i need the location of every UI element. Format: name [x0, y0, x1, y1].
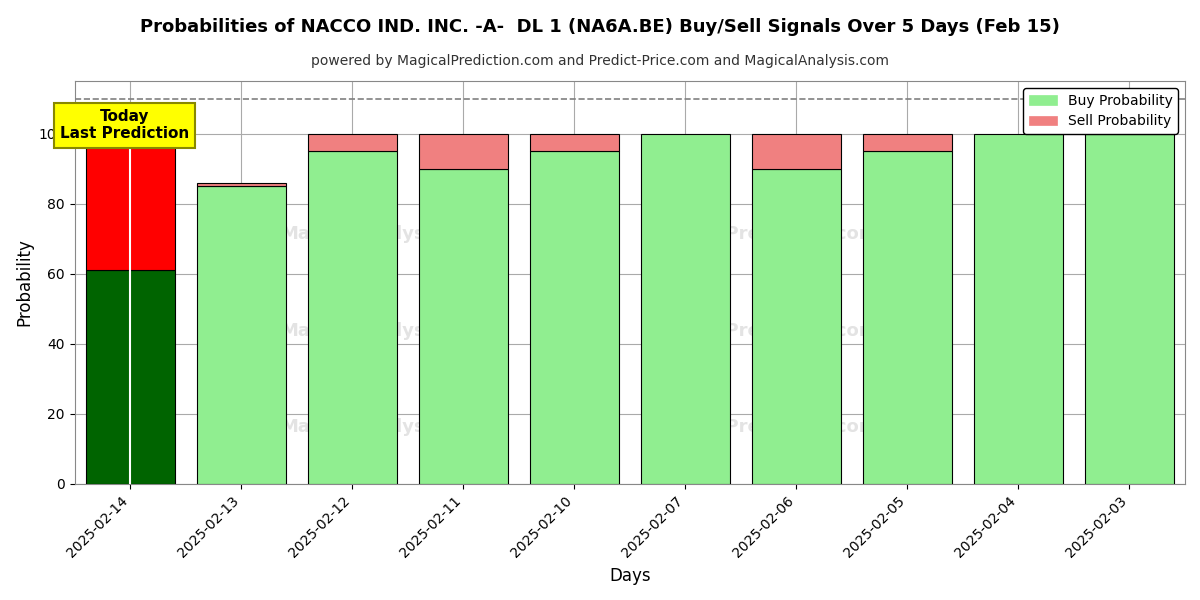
X-axis label: Days: Days — [610, 567, 650, 585]
Bar — [308, 134, 397, 151]
Bar — [863, 151, 952, 484]
Bar — [530, 151, 619, 484]
Bar — [530, 134, 619, 151]
Bar — [974, 134, 1063, 484]
Bar — [641, 134, 730, 484]
Text: Today
Last Prediction: Today Last Prediction — [60, 109, 190, 142]
Text: Probabilities of NACCO IND. INC. -A-  DL 1 (NA6A.BE) Buy/Sell Signals Over 5 Day: Probabilities of NACCO IND. INC. -A- DL … — [140, 18, 1060, 36]
Bar — [85, 134, 174, 270]
Text: MagicalAnalysis.com: MagicalAnalysis.com — [281, 418, 491, 436]
Bar — [752, 169, 841, 484]
Bar — [1085, 134, 1174, 484]
Bar — [419, 134, 508, 169]
Bar — [308, 151, 397, 484]
Bar — [752, 134, 841, 169]
Bar — [85, 270, 174, 484]
Text: MagicalPrediction.com: MagicalPrediction.com — [648, 322, 878, 340]
Bar — [197, 182, 286, 186]
Y-axis label: Probability: Probability — [16, 238, 34, 326]
Legend: Buy Probability, Sell Probability: Buy Probability, Sell Probability — [1024, 88, 1178, 134]
Bar — [863, 134, 952, 151]
Text: powered by MagicalPrediction.com and Predict-Price.com and MagicalAnalysis.com: powered by MagicalPrediction.com and Pre… — [311, 54, 889, 68]
Text: MagicalAnalysis.com: MagicalAnalysis.com — [281, 225, 491, 243]
Text: MagicalPrediction.com: MagicalPrediction.com — [648, 225, 878, 243]
Bar — [197, 186, 286, 484]
Bar — [419, 169, 508, 484]
Text: MagicalAnalysis.com: MagicalAnalysis.com — [281, 322, 491, 340]
Text: MagicalPrediction.com: MagicalPrediction.com — [648, 418, 878, 436]
